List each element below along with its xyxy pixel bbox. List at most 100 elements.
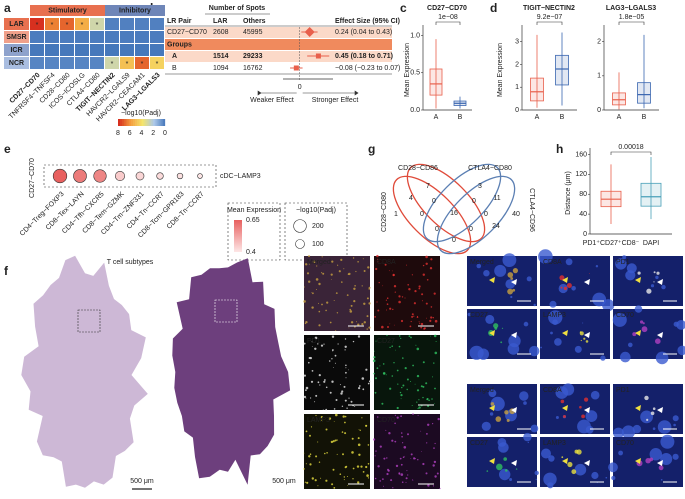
signal (439, 487, 441, 490)
signal (361, 323, 364, 326)
legend-swatch (161, 119, 164, 126)
signal (342, 415, 345, 418)
panel-label: f (4, 264, 9, 278)
signal (352, 467, 355, 470)
signal (485, 314, 495, 324)
signal (602, 299, 615, 312)
arrowhead (562, 405, 568, 411)
signal (420, 430, 422, 432)
signal (579, 331, 584, 336)
signal (582, 322, 584, 324)
channel-label: LAMP3 (307, 417, 330, 424)
signal (421, 300, 423, 302)
signal (672, 415, 679, 422)
signal (422, 264, 425, 267)
signal (374, 477, 377, 480)
panel-label: h (556, 142, 563, 156)
signal (305, 430, 308, 433)
signal (399, 457, 402, 460)
y-tick-label: 2 (597, 39, 601, 46)
y-tick-label: 1 (515, 84, 519, 91)
signal (353, 300, 356, 303)
signal (305, 386, 309, 390)
signal (673, 423, 676, 427)
signal (565, 258, 573, 266)
signal (406, 470, 408, 472)
heat-cell (135, 57, 149, 69)
signal (315, 278, 319, 281)
signal (560, 399, 565, 404)
estimate (315, 53, 321, 59)
signal (365, 424, 368, 427)
heat-cell (45, 44, 59, 56)
group-label: Groups (167, 41, 192, 48)
signal (341, 390, 344, 393)
x-label: T cell subtypes (107, 259, 154, 266)
signal (416, 389, 420, 392)
y-label: Distance (μm) (565, 171, 572, 215)
estimate (304, 27, 315, 37)
signal (628, 342, 633, 348)
cell: 45995 (243, 29, 263, 36)
signal (566, 283, 572, 288)
signal (412, 413, 414, 415)
channel-label: PD1 (616, 259, 630, 266)
signal (398, 472, 401, 474)
dot (93, 169, 107, 183)
signal (392, 308, 394, 311)
signal (385, 374, 387, 376)
signal (314, 401, 316, 403)
signal (515, 468, 518, 470)
signal (426, 317, 427, 319)
signal (348, 327, 350, 329)
signal (580, 339, 582, 342)
signal (393, 324, 395, 326)
heat-cell (30, 31, 44, 43)
signal (387, 326, 389, 328)
signal (306, 272, 310, 275)
signal (361, 377, 365, 380)
signal (319, 384, 321, 386)
signal (325, 479, 328, 482)
channel-label: CD27 (377, 338, 395, 345)
signal (335, 292, 338, 294)
signal (640, 320, 644, 324)
signal (376, 416, 379, 418)
signal (381, 402, 384, 405)
venn-count: 0 (469, 226, 473, 233)
plot-title: LAG3−LGALS3 (606, 5, 656, 12)
signal (348, 397, 350, 399)
micrograph (613, 384, 683, 434)
arrowhead (511, 279, 517, 285)
signal (339, 384, 341, 386)
p-value: 9.2e−07 (537, 14, 563, 21)
signal (333, 408, 336, 410)
heat-cell (75, 18, 89, 30)
signal (403, 446, 407, 449)
legend-swatch (155, 119, 158, 126)
signal (333, 487, 336, 489)
signal (354, 285, 356, 287)
heat-cell (75, 44, 89, 56)
signal (357, 335, 361, 338)
signal (362, 258, 364, 260)
legend-title: Mean Expression (227, 207, 281, 214)
signal (661, 284, 666, 290)
heat-cell (120, 18, 134, 30)
venn-count: 11 (493, 195, 500, 202)
y-tick-label: 0 (583, 231, 587, 238)
signal (358, 387, 361, 390)
signal (394, 440, 397, 443)
signal (386, 309, 388, 311)
signal (320, 419, 322, 421)
signal (505, 279, 515, 289)
signal (510, 277, 514, 280)
signal (377, 309, 380, 312)
signal (420, 385, 423, 388)
signal (527, 441, 529, 444)
signal (348, 369, 349, 371)
channel-label: CD70 (377, 417, 395, 424)
heat-cell (60, 44, 74, 56)
signal (433, 362, 435, 364)
signal (434, 475, 437, 478)
